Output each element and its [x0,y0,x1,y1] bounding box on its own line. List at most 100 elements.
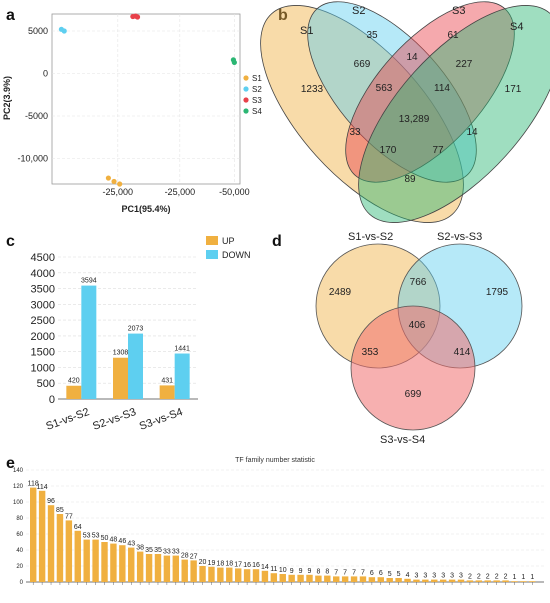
venn3-a-only: 2489 [329,287,352,298]
deg-y-tick-label: 500 [37,378,55,390]
tf-bar-value-label: 6 [379,570,383,577]
tf-bar [395,578,402,582]
deg-bar-value-label: 431 [161,377,173,384]
deg-bar-up [66,385,82,399]
tf-bar [234,568,242,582]
panel-a: a 5000 0 -5000 -10,000 -25,000 -25,000 -50,00… [2,7,262,214]
pca-y-tick-label: 5000 [28,26,48,36]
pca-y-ticks: 5000 0 -5000 -10,000 [17,26,48,164]
venn4-label-s4: S4 [510,21,523,33]
tf-bar-value-label: 8 [316,569,320,576]
deg-y-tick-label: 0 [49,394,55,406]
tf-bar [422,579,429,582]
tf-bar-value-label: 9 [308,568,312,575]
pca-legend-label: S1 [252,74,262,83]
tf-bar-value-label: 16 [243,562,251,569]
tf-bar [217,567,224,582]
tf-bar [529,581,536,582]
tf-bar-value-label: 3 [414,573,418,580]
tf-bar [439,579,447,582]
deg-bar-down [128,333,143,399]
deg-category-label: S3-vs-S4 [138,406,185,433]
tf-bar [243,569,251,582]
panel-c: c 0 500 1000 1500 2000 2500 3000 3500 4000 4500 4… [6,233,251,433]
tf-bar-value-label: 7 [352,569,356,576]
tf-bar [270,573,278,582]
panel-letter-b: b [278,7,288,24]
deg-bars: 420 3594 1308 2073 431 1441 [66,278,190,399]
tf-bar-value-label: 1 [530,574,534,581]
tf-bar [368,577,376,582]
tf-bar-value-label: 50 [101,535,109,542]
tf-y-tick-label: 60 [16,532,23,538]
venn4-s2-s3: 14 [406,52,418,63]
tf-bar-value-label: 53 [83,533,91,540]
tf-bar-value-label: 35 [145,547,153,554]
tf-bar-value-label: 10 [279,567,287,574]
pca-y-axis-title: PC2(3.9%) [2,76,12,120]
deg-legend-label: UP [222,236,235,246]
deg-y-ticks: 0 500 1000 1500 2000 2500 3000 3500 4000 4500 [31,252,55,406]
tf-bar-value-label: 118 [28,481,39,488]
pca-x-tick-label: -50,000 [219,187,250,197]
venn4-label-s2: S2 [352,5,365,17]
tf-bar [386,578,393,582]
tf-bar-value-label: 2 [477,573,481,580]
tf-bar [377,577,384,582]
pca-plot-frame [51,13,241,185]
pca-point-s1 [117,181,123,187]
deg-legend-swatch-down [206,250,218,259]
tf-bar [119,545,126,582]
venn3-b-only: 1795 [486,287,509,298]
deg-category-label: S1-vs-S2 [44,406,91,433]
venn4-s1-only: 1233 [301,84,324,95]
tf-bar [359,576,367,582]
venn3-a-b: 766 [410,277,427,288]
panel-letter-a: a [6,7,15,24]
tf-bar [252,569,260,582]
tf-x-tick-marks [32,582,533,585]
venn4-ellipse-s4 [358,5,550,223]
tf-bar [333,576,340,582]
venn3-c-only: 699 [405,389,422,400]
deg-bar-up [113,357,128,399]
pca-legend-label: S3 [252,96,262,105]
pca-y-tick-label: -5000 [25,111,48,121]
tf-bar [110,543,117,582]
tf-bar [448,579,456,582]
tf-bar [172,555,180,582]
deg-bar-down [81,285,97,399]
pca-legend-swatch-s3 [243,97,249,103]
tf-bar [502,580,509,582]
tf-bar [493,580,500,582]
tf-bar [145,554,153,582]
deg-y-tick-label: 1000 [31,362,55,374]
venn4-s2-only: 35 [366,30,378,41]
tf-bar-value-label: 4 [406,572,410,579]
tf-bar [56,514,64,582]
venn3-label-c: S3-vs-S4 [380,434,425,446]
tf-chart-title: TF family number statistic [235,457,315,464]
tf-bar [74,530,81,582]
tf-y-tick-label: 40 [16,548,23,554]
deg-bar-value-label: 3594 [81,278,97,285]
deg-category-labels: S1-vs-S2 S2-vs-S3 S3-vs-S4 [44,406,184,433]
venn4-s2-s3-s4: 114 [434,83,450,94]
venn4-s1-s4: 89 [404,174,416,185]
deg-bar-down [174,353,190,399]
tf-bar-value-label: 3 [432,573,436,580]
tf-bar-value-label: 85 [56,507,64,514]
tf-bar-value-label: 64 [74,524,82,531]
tf-bar [324,575,331,582]
deg-y-tick-label: 1500 [31,347,55,359]
deg-category-label: S2-vs-S3 [91,406,138,433]
tf-bar-value-label: 3 [423,573,427,580]
tf-bar-value-label: 3 [441,573,445,580]
deg-bar-value-label: 420 [68,378,80,385]
deg-bar-value-label: 1441 [174,346,190,353]
tf-bar-value-label: 7 [334,569,338,576]
pca-point-s2 [61,28,67,34]
tf-bar-value-label: 114 [37,484,48,491]
tf-bar [431,579,438,582]
